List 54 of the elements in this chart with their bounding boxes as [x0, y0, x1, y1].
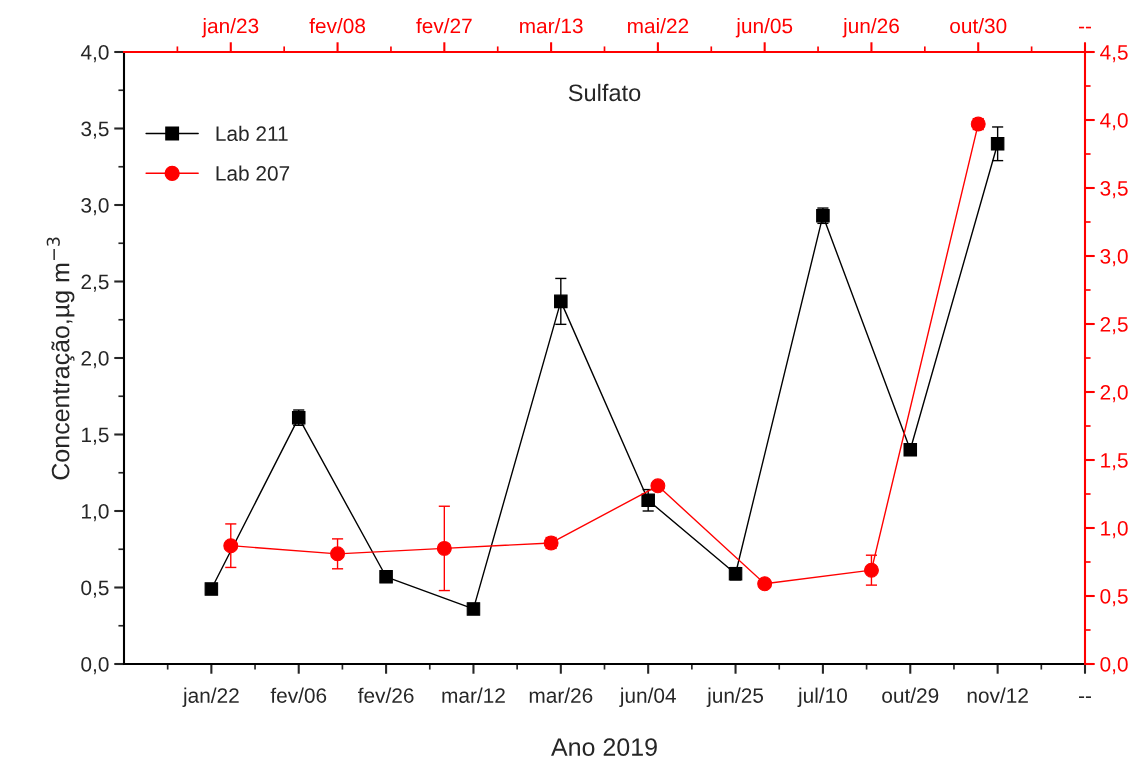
legend-label: Lab 211: [216, 125, 288, 141]
x-tick-label: out/30: [950, 18, 1007, 34]
y-tick-label: 3,5: [81, 121, 109, 139]
y-tick-label: 4,0: [80, 45, 109, 63]
y-tick-label: 3,0: [81, 198, 109, 216]
point: [379, 570, 393, 584]
point: [903, 443, 918, 457]
x-tick-label: fev/08: [309, 18, 366, 34]
y-tick-label: 0,0: [1100, 657, 1128, 675]
x-tick-label: mai/22: [628, 18, 689, 34]
y-tick-label: 2,5: [81, 274, 109, 292]
x-tick-label: --: [1078, 26, 1092, 29]
x-tick-label: jan/23: [201, 18, 259, 38]
x-tick-label: mar/12: [442, 687, 505, 703]
x-tick-label: --: [1078, 696, 1092, 698]
y-tick-label: 0,5: [81, 580, 109, 598]
y-tick-label: 3,5: [1100, 181, 1128, 199]
point: [204, 582, 219, 596]
y-tick-label: 2,0: [81, 351, 109, 369]
x-tick-label: out/29: [882, 687, 939, 703]
x-tick-label: mar/13: [520, 18, 583, 34]
x-tick-label: jul/10: [797, 687, 847, 708]
point: [466, 602, 481, 616]
x-tick-label: jun/25: [706, 687, 764, 708]
legend-label: Lab 207: [216, 165, 290, 181]
x-tick-label: fev/26: [358, 687, 414, 703]
point: [757, 576, 773, 592]
y-tick-label: 4,5: [1100, 45, 1128, 63]
y-tick-label: 1,5: [1101, 453, 1128, 471]
point: [863, 562, 879, 578]
x-tick-label: nov/12: [967, 687, 1028, 703]
x-tick-label: jun/26: [842, 18, 899, 38]
y-tick-label: 1,0: [82, 504, 109, 522]
y-tick-label: 4,0: [1100, 113, 1128, 131]
point: [650, 478, 666, 494]
x-tick-label: jun/05: [735, 18, 793, 38]
x-tick-label: jun/04: [619, 687, 676, 708]
point: [990, 137, 1005, 151]
point: [223, 538, 239, 554]
y-tick-label: 1,5: [82, 427, 109, 445]
y-tick-label: 2,0: [1100, 385, 1128, 403]
x-tick-label: jan/22: [182, 687, 239, 708]
x-tick-label: fev/27: [416, 18, 472, 34]
point: [436, 540, 452, 556]
x-tick-label: mar/26: [529, 687, 593, 703]
x-tick-label: fev/06: [270, 687, 327, 703]
text: Sulfato: [568, 83, 641, 102]
y-tick-label: 3,0: [1100, 249, 1128, 267]
y-axis-title: Concentração,µg m$^{−3}$: [46, 237, 75, 480]
y-tick-label: 0,0: [81, 657, 109, 675]
y-tick-label: 1,0: [1101, 521, 1128, 539]
y-tick-label: 2,5: [1100, 317, 1128, 335]
y-tick-label: 0,5: [1100, 589, 1128, 607]
x-axis-title: Ano 2019: [551, 738, 657, 756]
